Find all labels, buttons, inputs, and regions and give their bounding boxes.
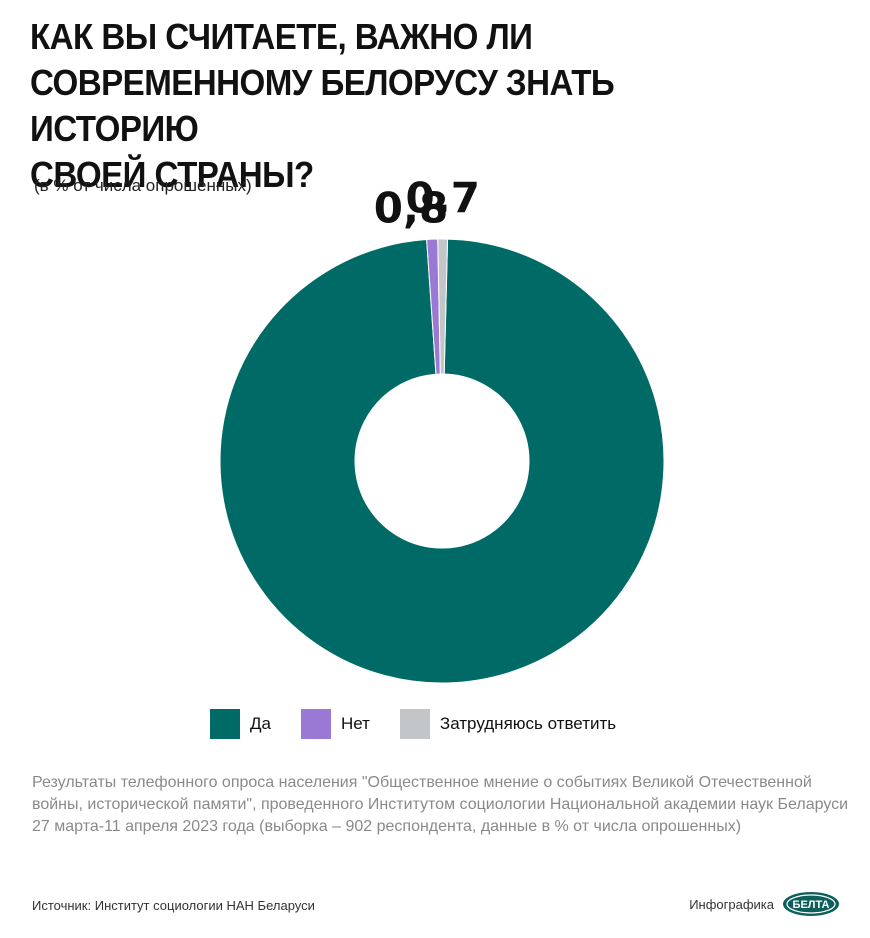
survey-note: Результаты телефонного опроса населения …: [32, 774, 849, 835]
slice-yes: [219, 238, 665, 684]
legend-swatch-undecided: [399, 709, 430, 739]
data-label-undecided: 0,7: [406, 174, 480, 223]
legend-label-undecided: Затрудняюсь ответить: [439, 714, 617, 733]
legend-label-no: Нет: [340, 714, 370, 733]
data-label-no: 0,8: [374, 184, 448, 233]
belta-logo: БЕЛТА: [783, 892, 839, 916]
donut-chart: 98,50,80,7: [219, 174, 665, 684]
chart-legend: Да Нет Затрудняюсь ответить: [210, 709, 646, 739]
legend-label-yes: Да: [250, 714, 271, 733]
logo-text: БЕЛТА: [793, 899, 830, 911]
legend-swatch-yes: [210, 709, 240, 739]
title-line-1: КАК ВЫ СЧИТАЕТЕ, ВАЖНО ЛИ: [30, 16, 533, 57]
page-title: КАК ВЫ СЧИТАЕТЕ, ВАЖНО ЛИ СОВРЕМЕННОМУ Б…: [30, 14, 784, 198]
legend-swatch-no: [300, 709, 331, 739]
source-text: Источник: Институт социологии НАН Белару…: [32, 898, 315, 913]
credit-label: Инфографика: [689, 896, 774, 912]
legend-item-no: Нет: [300, 709, 370, 739]
credit: Инфографика БЕЛТА: [689, 891, 840, 917]
title-line-3: СВОЕЙ СТРАНЫ?: [30, 154, 314, 195]
title-line-2: СОВРЕМЕННОМУ БЕЛОРУСУ ЗНАТЬ ИСТОРИЮ: [30, 62, 615, 149]
slice-undecided: [437, 238, 449, 375]
legend-item-undecided: Затрудняюсь ответить: [399, 709, 617, 739]
chart-subtitle: (в % от числа опрошенных): [34, 176, 252, 195]
legend-item-yes: Да: [210, 709, 271, 739]
